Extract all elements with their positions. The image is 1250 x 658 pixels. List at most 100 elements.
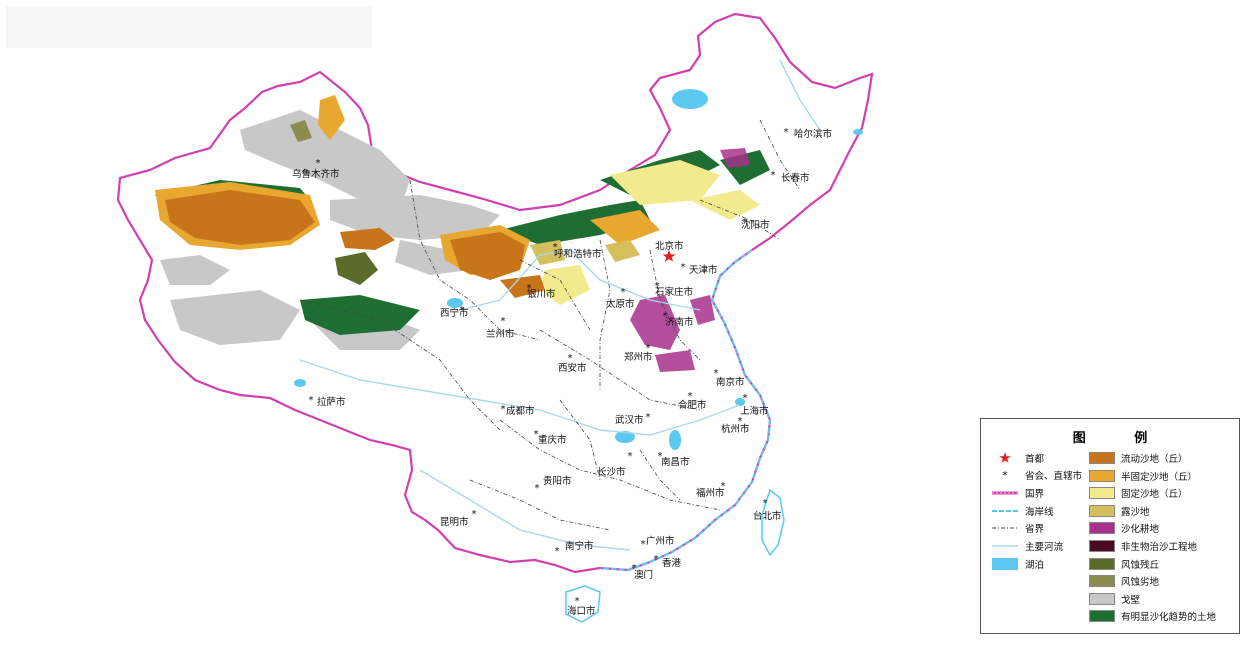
legend-class-swatch <box>1089 610 1115 623</box>
city-marker: *武汉市 <box>615 412 651 426</box>
city-label: 太原市 <box>606 298 635 310</box>
exposed-sand-areas <box>530 240 640 265</box>
city-dot-icon: * <box>641 539 646 550</box>
legend-label-river: 主要河流 <box>1025 542 1064 553</box>
legend-label-provincial-border: 省界 <box>1025 524 1045 535</box>
city-label: 西安市 <box>558 362 587 374</box>
city-dot-icon: * <box>568 353 573 364</box>
national-border-line-icon <box>991 487 1019 500</box>
asterisk-icon: * <box>991 469 1019 482</box>
legend-class-item: 有明显沙化趋势的土地 <box>1089 608 1216 624</box>
city-marker: *贵阳市 <box>535 475 573 494</box>
city-marker: *南昌市 <box>658 451 691 468</box>
city-dot-icon: * <box>501 404 506 415</box>
city-dot-icon: * <box>646 412 651 423</box>
city-label: 兰州市 <box>486 328 515 340</box>
city-label: 长沙市 <box>597 466 626 478</box>
city-label: 北京市 <box>655 240 684 252</box>
city-dot-icon: * <box>535 483 540 494</box>
city-dot-icon: * <box>527 283 532 294</box>
city-marker: *石家庄市 <box>655 281 694 298</box>
city-label: 贵阳市 <box>543 475 572 487</box>
city-marker: *重庆市 <box>534 429 568 446</box>
legend-label-national-border: 国界 <box>1025 489 1045 500</box>
city-label: 济南市 <box>665 316 694 328</box>
legend-item-lake: 湖泊 <box>991 556 1044 572</box>
city-dot-icon: * <box>555 546 560 557</box>
lakes <box>294 89 863 450</box>
wind-eroded-residual-hills <box>335 252 378 285</box>
national-border <box>116 12 874 574</box>
city-label: 武汉市 <box>615 414 644 426</box>
city-dot-icon: * <box>309 395 314 406</box>
city-marker: * 南宁市 <box>555 540 595 557</box>
mobile-sand-areas <box>165 190 545 298</box>
legend-class-swatch <box>1089 452 1115 464</box>
city-label: 沈阳市 <box>741 219 770 231</box>
city-marker: 北京市 <box>655 240 684 252</box>
city-label: 澳门 <box>634 569 653 581</box>
city-dot-icon: * <box>534 429 539 440</box>
taiwan-island <box>761 488 785 557</box>
city-marker: *上海市 <box>740 393 769 417</box>
legend-class-swatch <box>1089 557 1115 570</box>
city-label: 西宁市 <box>440 307 469 319</box>
city-dot-icon: * <box>553 242 558 253</box>
legend-class-label: 风蚀残丘 <box>1121 559 1160 571</box>
wind-eroded-badlands <box>290 120 312 142</box>
city-label: 成都市 <box>506 405 535 417</box>
city-marker: * 天津市 <box>681 262 719 276</box>
city-label: 台北市 <box>753 510 782 522</box>
legend-item-capital: 首都 <box>991 450 1044 466</box>
city-marker: *昆明市 <box>440 509 477 528</box>
city-dot-icon: * <box>721 481 726 492</box>
legend-class-label: 有明显沙化趋势的土地 <box>1121 612 1217 624</box>
city-marker: *西宁市 <box>440 305 469 319</box>
city-marker: *郑州市 <box>624 343 653 363</box>
city-marker: * 哈尔滨市 <box>784 127 833 140</box>
city-marker: *济南市 <box>663 311 695 328</box>
hainan-island <box>565 585 601 623</box>
legend-class-item: 风蚀劣地 <box>1089 573 1159 589</box>
city-label: 广州市 <box>646 535 675 547</box>
legend-class-label: 沙化耕地 <box>1121 524 1160 536</box>
city-label: 呼和浩特市 <box>554 248 602 260</box>
city-label: 天津市 <box>689 264 718 276</box>
city-marker: *西安市 <box>558 353 587 374</box>
city-dot-icon: * <box>658 451 663 462</box>
legend-label-province-capital: 省会、直辖市 <box>1025 471 1083 482</box>
major-rivers <box>299 59 821 551</box>
sandified-farmland <box>630 148 750 372</box>
legend-title-right: 例 <box>1134 431 1148 446</box>
legend-item-provincial-border: 省界 <box>991 520 1044 536</box>
city-label: 福州市 <box>696 487 725 499</box>
legend-title: 图 例 <box>981 427 1239 446</box>
legend-class-swatch <box>1089 540 1115 552</box>
city-dot-icon: * <box>771 170 776 181</box>
fixed-sand-areas <box>540 160 760 305</box>
city-marker: *南京市 <box>714 368 746 388</box>
coastline-line-icon <box>991 505 1019 518</box>
city-dot-icon: * <box>632 563 637 574</box>
city-dot-icon: * <box>575 596 580 607</box>
legend-class-item: 流动沙地（丘） <box>1089 450 1188 466</box>
legend-class-label: 风蚀劣地 <box>1121 577 1160 589</box>
city-dot-icon: * <box>316 158 321 169</box>
city-label: 南京市 <box>716 376 745 388</box>
lake-swatch-icon <box>991 558 1019 571</box>
city-dot-icon: * <box>714 368 719 379</box>
legend-class-item: 非生物治沙工程地 <box>1089 538 1197 554</box>
city-marker: * 拉萨市 <box>309 395 347 408</box>
city-dot-icon: * <box>654 554 659 565</box>
city-label: 杭州市 <box>721 423 750 435</box>
city-marker: *合肥市 <box>678 391 707 411</box>
legend-class-label: 半固定沙地（丘） <box>1121 471 1198 483</box>
legend-title-left: 图 <box>1072 431 1086 446</box>
capital-star-icon <box>662 250 676 262</box>
legend-class-item: 沙化耕地 <box>1089 520 1159 536</box>
city-marker: * 广州市 <box>641 535 676 550</box>
city-label: 拉萨市 <box>317 396 346 408</box>
city-marker: *沈阳市 <box>741 217 770 231</box>
